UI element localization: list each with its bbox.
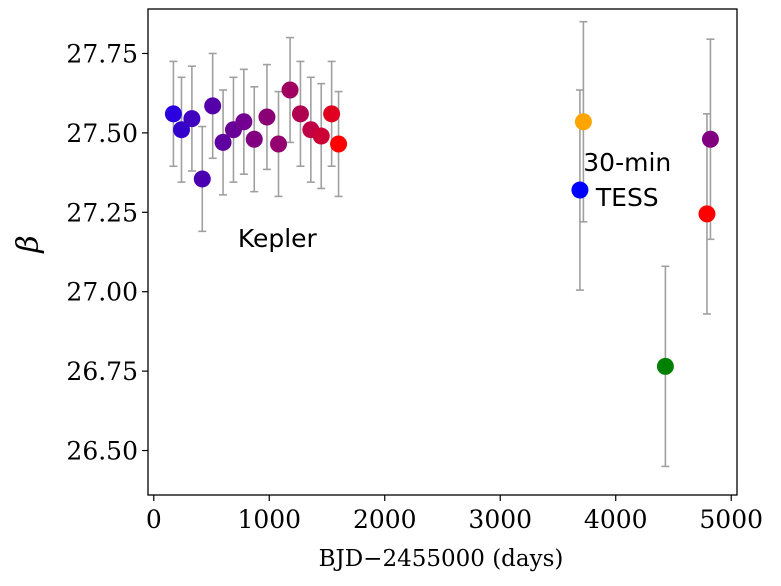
data-point: [656, 357, 674, 375]
plot-frame: [147, 8, 738, 496]
data-point: [323, 105, 341, 123]
annotation-label: TESS: [595, 183, 659, 212]
series-30-min-tess: [571, 20, 719, 468]
x-axis: 0 1000 2000 3000 4000 5000: [146, 495, 763, 534]
x-tick-label: 4000: [584, 505, 648, 534]
y-tick-label: 26.75: [66, 357, 138, 386]
x-axis-label: BJD−2455000 (days): [319, 546, 564, 572]
x-tick-label: 1000: [237, 505, 301, 534]
data-point: [701, 130, 719, 148]
data-point: [204, 97, 222, 115]
y-axis-label: β: [11, 235, 46, 253]
data-point: [281, 81, 299, 99]
y-tick-label: 26.50: [66, 437, 138, 466]
y-axis: 26.50 26.75 27.00 27.25 27.50 27.75: [66, 39, 148, 466]
data-point: [235, 113, 253, 131]
plot-area: [164, 20, 719, 468]
data-point: [571, 181, 589, 199]
data-point: [698, 205, 716, 223]
data-point: [330, 135, 348, 153]
data-point: [270, 135, 288, 153]
annotation-label: Kepler: [238, 224, 318, 253]
series-kepler: [164, 36, 348, 233]
x-tick-label: 5000: [699, 505, 763, 534]
data-point: [183, 110, 201, 128]
y-tick-label: 27.75: [66, 39, 138, 68]
data-point: [245, 130, 263, 148]
x-tick-label: 0: [146, 505, 162, 534]
annotations: Kepler 30-min TESS: [238, 148, 671, 253]
data-point: [164, 105, 182, 123]
data-point: [172, 121, 190, 139]
y-tick-label: 27.00: [66, 278, 138, 307]
data-point: [574, 113, 592, 131]
x-tick-label: 3000: [468, 505, 532, 534]
data-point: [258, 108, 276, 126]
annotation-label: 30-min: [583, 148, 671, 177]
data-point: [214, 133, 232, 151]
y-tick-label: 27.25: [66, 198, 138, 227]
data-point: [193, 170, 211, 188]
y-tick-label: 27.50: [66, 119, 138, 148]
data-point: [291, 105, 309, 123]
data-point: [312, 127, 330, 145]
x-tick-label: 2000: [353, 505, 417, 534]
